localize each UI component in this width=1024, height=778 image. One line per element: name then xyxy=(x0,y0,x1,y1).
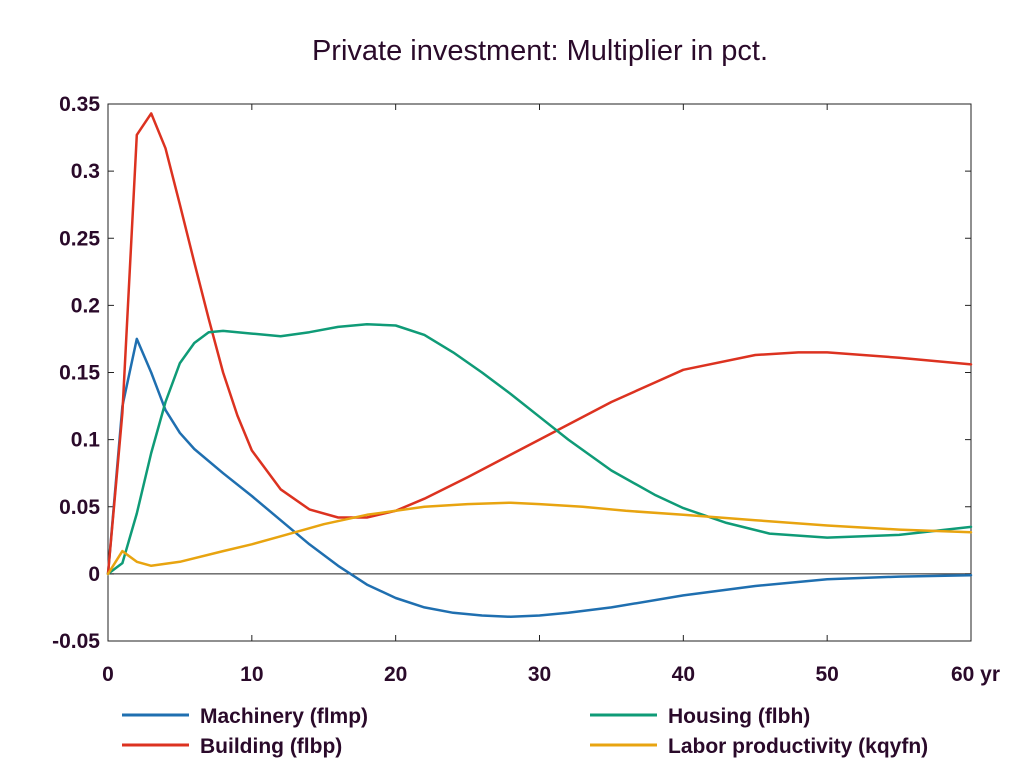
legend-label: Labor productivity (kqyfn) xyxy=(668,735,928,758)
series-line-2 xyxy=(106,322,973,576)
x-axis-ticks: 0 10 20 30 40 50 60 yr xyxy=(102,104,1000,686)
chart-title: Private investment: Multiplier in pct. xyxy=(312,35,768,67)
y-tick-label: 0 xyxy=(88,563,100,586)
series-line-3 xyxy=(106,501,973,576)
x-tick-label: 40 xyxy=(672,663,695,686)
series-line-0 xyxy=(106,337,973,619)
series-line-1 xyxy=(106,112,973,576)
legend: Machinery (flmp) Housing (flbh) Building (… xyxy=(122,705,928,758)
y-tick-label: 0.3 xyxy=(71,160,100,183)
legend-label: Building (flbp) xyxy=(200,735,342,758)
y-tick-label: 0.25 xyxy=(59,227,100,250)
x-tick-label: 60 yr xyxy=(951,663,1000,686)
x-tick-label: 30 xyxy=(528,663,551,686)
y-tick-label: 0.35 xyxy=(59,93,100,116)
legend-label: Housing (flbh) xyxy=(668,705,810,728)
series-lines xyxy=(106,112,973,619)
x-tick-label: 0 xyxy=(102,663,114,686)
x-tick-label: 10 xyxy=(240,663,263,686)
y-tick-label: 0.05 xyxy=(59,496,100,519)
y-tick-label: 0.2 xyxy=(71,294,100,317)
y-tick-label: 0.1 xyxy=(71,429,101,452)
legend-label: Machinery (flmp) xyxy=(200,705,368,728)
y-axis-ticks: -0.05 0 0.05 0.1 0.15 0.2 0.25 0.3 0.35 xyxy=(52,93,971,653)
y-tick-label: 0.15 xyxy=(59,362,100,385)
y-tick-label: -0.05 xyxy=(52,630,100,653)
x-tick-label: 20 xyxy=(384,663,407,686)
plot-area-frame xyxy=(107,103,972,642)
x-tick-label: 50 xyxy=(815,663,838,686)
